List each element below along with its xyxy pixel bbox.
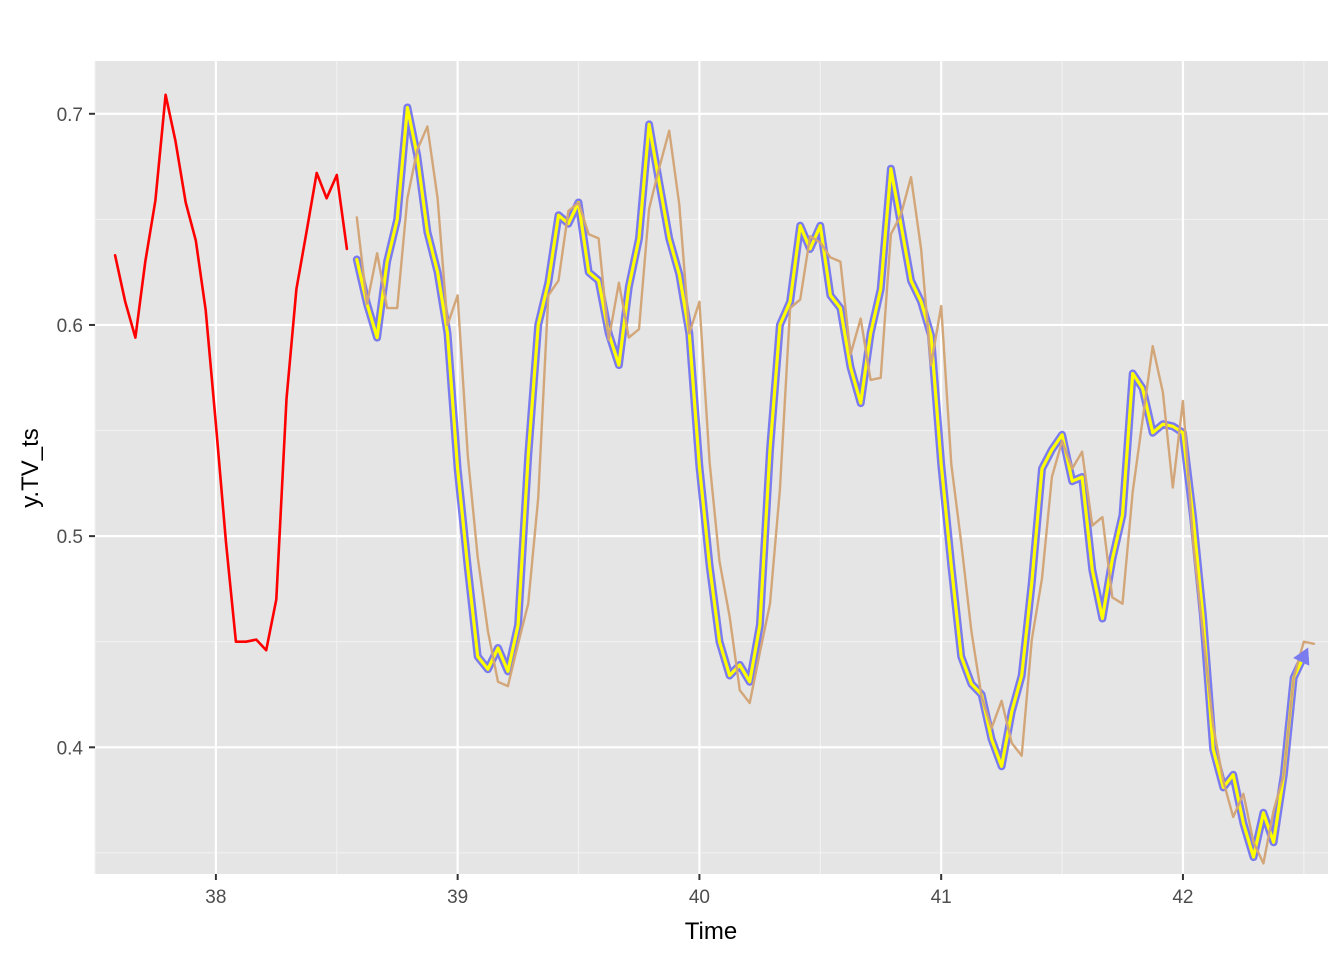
x-tick-label: 42 xyxy=(1172,887,1193,908)
x-tick-label: 40 xyxy=(689,887,710,908)
minor-gridlines xyxy=(94,61,1328,874)
y-tick-label: 0.6 xyxy=(57,316,83,337)
y-tick-label: 0.4 xyxy=(57,738,84,759)
panel-background xyxy=(95,61,1328,874)
y-tick-label: 0.5 xyxy=(57,527,83,548)
observed-series-line xyxy=(113,93,349,652)
y-axis-title: y.TV_ts xyxy=(17,428,44,508)
x-tick-label: 39 xyxy=(447,887,468,908)
series-arrowhead xyxy=(1293,647,1310,666)
x-tick-label: 41 xyxy=(931,887,952,908)
y-axis-ticks: 0.4 0.5 0.6 0.7 xyxy=(57,105,95,759)
series-layer xyxy=(113,93,1316,865)
x-axis-ticks: 38 39 40 41 42 xyxy=(205,874,1194,908)
x-tick-label: 38 xyxy=(205,887,226,908)
x-axis-title: Time xyxy=(685,918,737,945)
lagged-series-line xyxy=(355,125,1316,865)
y-tick-label: 0.7 xyxy=(57,105,83,126)
